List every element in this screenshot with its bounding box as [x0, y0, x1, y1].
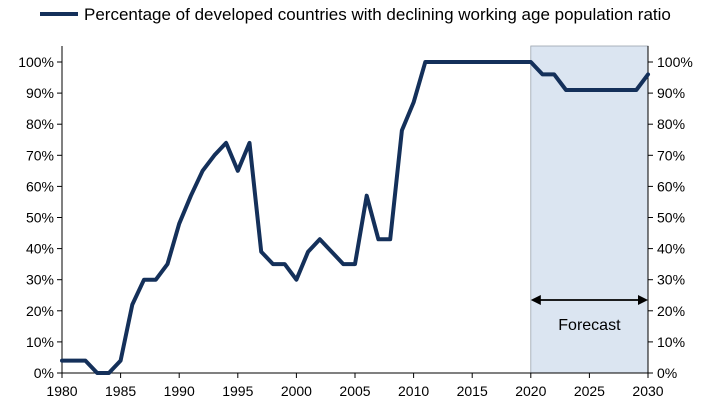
legend-label: Percentage of developed countries with d…: [84, 5, 671, 24]
y-tick-label-left: 80%: [26, 116, 54, 132]
y-tick-label-left: 40%: [26, 241, 54, 257]
forecast-annotation: Forecast: [530, 295, 648, 334]
x-tick-label: 1985: [105, 383, 136, 399]
x-tick-label: 2030: [632, 383, 663, 399]
x-tick-label: 2005: [339, 383, 370, 399]
series-lines: [60, 60, 650, 375]
y-tick-label-left: 10%: [26, 334, 54, 350]
y-tick-label-left: 90%: [26, 85, 54, 101]
x-tick-label: 2025: [574, 383, 605, 399]
forecast-label: Forecast: [558, 317, 621, 334]
y-tick-label-left: 100%: [18, 54, 54, 70]
y-tick-label-left: 70%: [26, 147, 54, 163]
x-tick-label: 1995: [222, 383, 253, 399]
y-tick-label-left: 0%: [34, 365, 54, 381]
y-tick-label-right: 10%: [657, 334, 685, 350]
series-line: [60, 60, 650, 375]
x-tick-label: 2020: [515, 383, 546, 399]
chart-axes: [57, 46, 653, 378]
y-tick-label-right: 20%: [657, 303, 685, 319]
y-tick-label-right: 60%: [657, 178, 685, 194]
x-tick-label: 1980: [46, 383, 77, 399]
y-tick-label-right: 40%: [657, 241, 685, 257]
y-tick-label-left: 50%: [26, 210, 54, 226]
y-tick-label-left: 30%: [26, 272, 54, 288]
y-tick-label-right: 90%: [657, 85, 685, 101]
x-tick-label: 2000: [281, 383, 312, 399]
y-tick-label-right: 100%: [657, 54, 693, 70]
x-tick-label: 2010: [398, 383, 429, 399]
y-tick-label-right: 50%: [657, 210, 685, 226]
forecast-shade: [530, 45, 649, 374]
y-tick-label-left: 20%: [26, 303, 54, 319]
y-tick-label-left: 60%: [26, 178, 54, 194]
x-tick-label: 2015: [457, 383, 488, 399]
y-tick-label-right: 0%: [657, 365, 677, 381]
x-tick-label: 1990: [164, 383, 195, 399]
forecast-region: [530, 45, 649, 374]
legend: Percentage of developed countries with d…: [40, 5, 671, 24]
y-tick-label-right: 80%: [657, 116, 685, 132]
tick-labels: 0% 0% 10% 10% 20% 20% 30% 30% 40% 40% 50% 50% 60% 60%…: [18, 54, 693, 399]
y-tick-label-right: 30%: [657, 272, 685, 288]
y-tick-label-right: 70%: [657, 147, 685, 163]
